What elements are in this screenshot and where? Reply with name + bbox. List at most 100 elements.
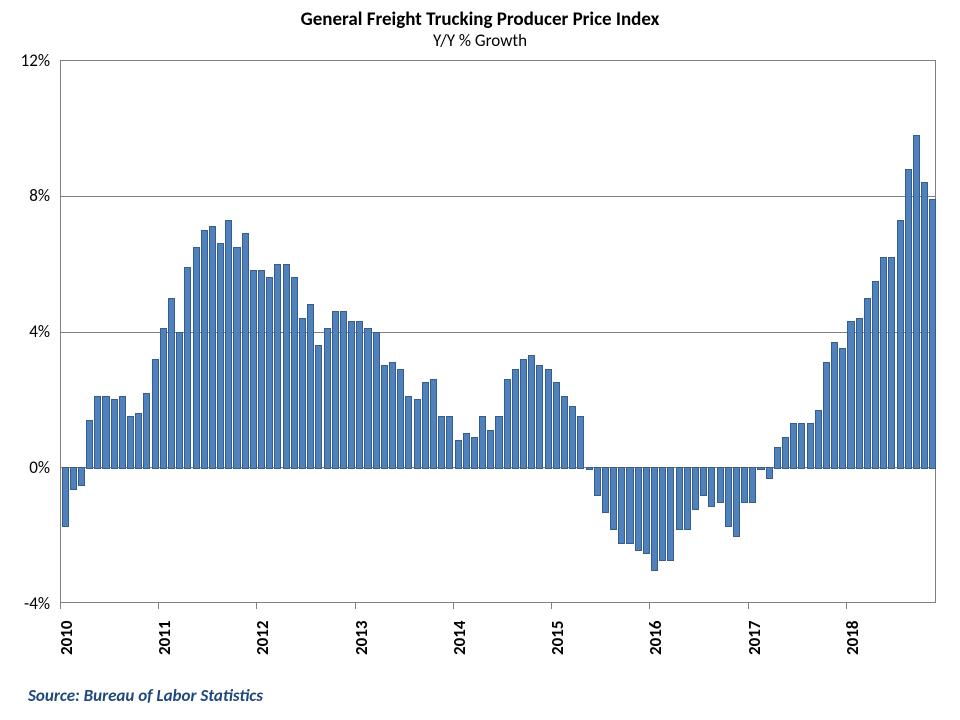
bar [283, 264, 290, 470]
y-axis-label: -4% [0, 593, 50, 614]
bar [446, 416, 453, 469]
bar [455, 440, 462, 469]
x-tick [355, 603, 356, 609]
bar [209, 226, 216, 469]
bar [315, 345, 322, 469]
bar [430, 379, 437, 469]
bar [324, 328, 331, 469]
y-axis-label: 0% [0, 457, 50, 478]
bar [798, 423, 805, 469]
bar [201, 230, 208, 470]
bar [422, 382, 429, 469]
bar [847, 321, 854, 469]
bar [471, 437, 478, 470]
bar [152, 359, 159, 470]
bar [184, 267, 191, 469]
bar [225, 220, 232, 470]
bar [504, 379, 511, 469]
bar [414, 399, 421, 469]
bar [733, 467, 740, 537]
chart-container: General Freight Trucking Producer Price … [0, 0, 960, 720]
bar [233, 247, 240, 470]
bar [266, 277, 273, 469]
bar [102, 396, 109, 469]
bar [168, 298, 175, 470]
bar [111, 399, 118, 469]
bar [864, 298, 871, 470]
bar [250, 270, 257, 469]
bar [823, 362, 830, 469]
bar [307, 304, 314, 469]
bar [741, 467, 748, 503]
bar [86, 420, 93, 470]
x-tick [453, 603, 454, 609]
bar [487, 430, 494, 469]
bar [725, 467, 732, 527]
bar [586, 467, 593, 470]
bar [872, 281, 879, 470]
bar [193, 247, 200, 470]
x-axis-label: 2017 [744, 621, 765, 655]
x-axis-label: 2013 [351, 621, 372, 655]
x-axis-label: 2012 [252, 621, 273, 655]
bar [299, 318, 306, 469]
bar [626, 467, 633, 544]
bar [569, 406, 576, 469]
bar [332, 311, 339, 469]
bar [913, 135, 920, 470]
bar [897, 220, 904, 470]
bar [274, 264, 281, 470]
x-tick [846, 603, 847, 609]
bar [856, 318, 863, 469]
bar [561, 396, 568, 469]
gridline [60, 196, 936, 197]
bar [749, 467, 756, 503]
bar [512, 369, 519, 469]
bar [618, 467, 625, 544]
x-axis-label: 2010 [56, 621, 77, 655]
bar [635, 467, 642, 550]
y-axis-label: 4% [0, 321, 50, 342]
bar [143, 393, 150, 470]
x-axis-label: 2011 [154, 621, 175, 655]
bar [495, 416, 502, 469]
bar [692, 467, 699, 510]
x-tick [158, 603, 159, 609]
bar [348, 321, 355, 469]
bar [217, 243, 224, 469]
bar [340, 311, 347, 469]
bar [258, 270, 265, 469]
bar [520, 359, 527, 470]
bar [135, 413, 142, 469]
bar [176, 332, 183, 470]
bar [717, 467, 724, 503]
x-tick [748, 603, 749, 609]
x-axis-label: 2018 [842, 621, 863, 655]
bar [708, 467, 715, 506]
x-axis-label: 2015 [547, 621, 568, 655]
bar [782, 437, 789, 470]
bar [905, 169, 912, 470]
bar [373, 332, 380, 470]
bar [815, 410, 822, 470]
bar [684, 467, 691, 530]
bar [577, 416, 584, 469]
bar [291, 277, 298, 469]
bar [70, 467, 77, 489]
bar [405, 396, 412, 469]
bar [831, 342, 838, 470]
bar [774, 447, 781, 469]
chart-subtitle: Y/Y % Growth [0, 30, 960, 51]
bar [438, 416, 445, 469]
bar [807, 423, 814, 469]
bar [757, 467, 764, 470]
bar [78, 467, 85, 486]
bar [766, 467, 773, 479]
y-axis-label: 12% [0, 50, 50, 71]
bar [676, 467, 683, 530]
bar [242, 233, 249, 469]
bar [479, 416, 486, 469]
bar [463, 433, 470, 469]
bar [700, 467, 707, 496]
x-tick [649, 603, 650, 609]
